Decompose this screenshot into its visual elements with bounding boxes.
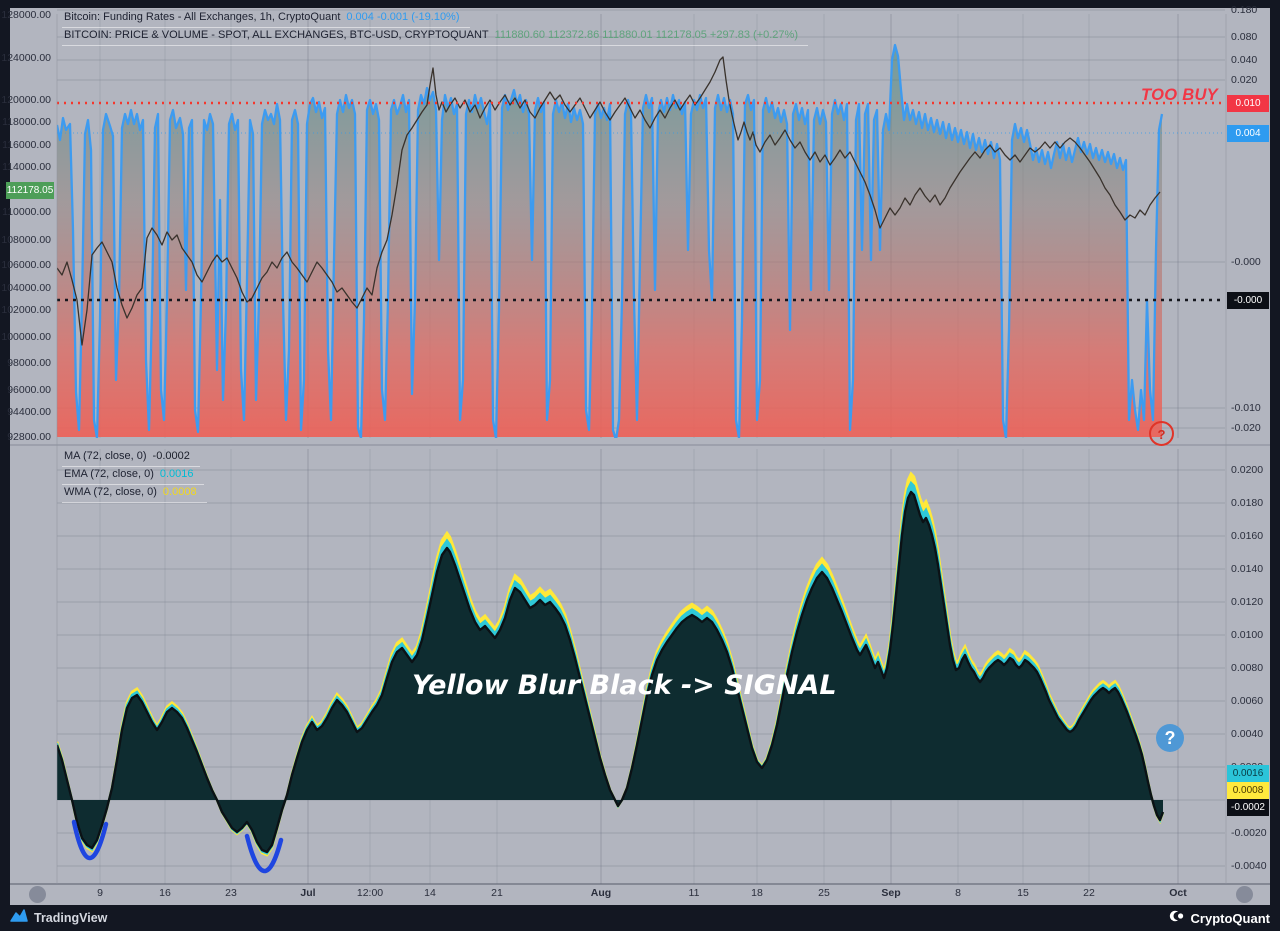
time-axis-label: 16 bbox=[159, 887, 171, 899]
funding-axis-tick: -0.010 bbox=[1231, 402, 1261, 414]
price-axis-tick: 120000.00 bbox=[1, 94, 51, 106]
time-axis-label: 9 bbox=[97, 887, 103, 899]
tradingview-label: TradingView bbox=[34, 911, 108, 925]
funding-axis-tick: 0.040 bbox=[1231, 54, 1258, 66]
top-panel-legend: Bitcoin: Funding Rates - All Exchanges, … bbox=[62, 10, 808, 46]
legend-row-bottom[interactable]: WMA (72, close, 0) 0.0008 bbox=[62, 485, 207, 503]
legend-row-bottom-label: EMA (72, close, 0) bbox=[64, 468, 154, 480]
time-axis-label: 11 bbox=[688, 887, 700, 899]
tradingview-logo-icon bbox=[10, 909, 28, 927]
time-axis-label: 22 bbox=[1083, 887, 1095, 899]
price-axis-tick: 98000.00 bbox=[7, 357, 51, 369]
funding-axis-tick: 0.080 bbox=[1231, 31, 1258, 43]
indicator-axis-tick: 0.0140 bbox=[1231, 563, 1264, 575]
legend-row-top[interactable]: Bitcoin: Funding Rates - All Exchanges, … bbox=[62, 10, 470, 28]
time-axis-label: 21 bbox=[491, 887, 503, 899]
time-axis-label: Sep bbox=[881, 887, 901, 899]
last-price-badge: 112178.05 bbox=[6, 181, 54, 199]
price-axis-tick: 124000.00 bbox=[1, 52, 51, 64]
signal-annotation[interactable]: Yellow Blur Black -> SIGNAL bbox=[412, 670, 837, 701]
price-axis-tick: 104000.00 bbox=[1, 282, 51, 294]
price-axis-tick: 94400.00 bbox=[7, 406, 51, 418]
legend-row-bottom-label: MA (72, close, 0) bbox=[64, 450, 147, 462]
price-axis-tick: 128000.00 bbox=[1, 9, 51, 21]
price-axis-tick: 114000.00 bbox=[2, 161, 51, 173]
indicator-axis-tick: 0.0160 bbox=[1231, 530, 1264, 542]
time-axis-label: 12:00 bbox=[356, 887, 384, 899]
indicator-axis-tick: 0.0200 bbox=[1231, 464, 1264, 476]
funding-axis-tick: 0.180 bbox=[1231, 4, 1258, 16]
axis-value-badge: 0.0008 bbox=[1227, 781, 1269, 799]
cryptoquant-brand[interactable]: CryptoQuant bbox=[1169, 908, 1270, 929]
price-axis-tick: 116000.00 bbox=[2, 139, 51, 151]
legend-row-top-label: Bitcoin: Funding Rates - All Exchanges, … bbox=[64, 11, 341, 23]
legend-row-bottom-value: -0.0002 bbox=[152, 450, 190, 462]
bottom-panel-legend: MA (72, close, 0) -0.0002 EMA (72, close, … bbox=[62, 449, 207, 503]
legend-row-top[interactable]: BITCOIN: PRICE & VOLUME - SPOT, ALL EXCH… bbox=[62, 28, 808, 46]
indicator-axis-tick: -0.0040 bbox=[1231, 860, 1267, 872]
legend-row-top-value: 111880.60 112372.86 111880.01 112178.05 … bbox=[494, 29, 798, 41]
legend-row-bottom-label: WMA (72, close, 0) bbox=[64, 486, 157, 498]
axis-value-badge: -0.0002 bbox=[1227, 798, 1269, 816]
axis-value-badge: 0.010 bbox=[1227, 94, 1269, 112]
help-question-icon[interactable]: ? bbox=[1156, 724, 1184, 752]
indicator-axis-tick: 0.0100 bbox=[1231, 629, 1264, 641]
right-axis-handle bbox=[1236, 886, 1253, 903]
arc-annotation bbox=[71, 819, 109, 861]
indicator-axis-tick: 0.0120 bbox=[1231, 596, 1264, 608]
cryptoquant-label: CryptoQuant bbox=[1190, 910, 1270, 926]
time-axis-label: 23 bbox=[225, 887, 237, 899]
legend-row-bottom-value: 0.0008 bbox=[162, 486, 197, 498]
indicator-axis-tick: 0.0040 bbox=[1231, 728, 1264, 740]
legend-row-bottom[interactable]: MA (72, close, 0) -0.0002 bbox=[62, 449, 200, 467]
legend-row-bottom[interactable]: EMA (72, close, 0) 0.0016 bbox=[62, 467, 204, 485]
price-axis-tick: 100000.00 bbox=[1, 331, 51, 343]
footer-bar: TradingView CryptoQuant bbox=[0, 905, 1280, 931]
moving-average-plot bbox=[57, 471, 1165, 857]
time-axis-label: 25 bbox=[818, 887, 830, 899]
legend-row-top-label: BITCOIN: PRICE & VOLUME - SPOT, ALL EXCH… bbox=[64, 29, 489, 41]
time-axis-label: Aug bbox=[590, 887, 612, 899]
time-axis-label: 8 bbox=[955, 887, 961, 899]
indicator-axis-tick: 0.0080 bbox=[1231, 662, 1264, 674]
axis-value-badge: -0.000 bbox=[1227, 291, 1269, 309]
legend-row-top-value: 0.004 -0.001 (-19.10%) bbox=[346, 11, 460, 23]
price-axis-tick: 110000.00 bbox=[2, 206, 51, 218]
tradingview-brand[interactable]: TradingView bbox=[10, 909, 107, 927]
indicator-axis-tick: 0.0060 bbox=[1231, 695, 1264, 707]
time-axis-label: 15 bbox=[1017, 887, 1029, 899]
price-axis-tick: 108000.00 bbox=[1, 234, 51, 246]
left-axis-handle bbox=[29, 886, 46, 903]
price-axis-tick: 106000.00 bbox=[1, 259, 51, 271]
axis-value-badge: 0.0016 bbox=[1227, 764, 1269, 782]
arc-annotation bbox=[244, 833, 284, 874]
funding-price-plot bbox=[57, 43, 1164, 438]
price-axis-tick: 118000.00 bbox=[2, 116, 51, 128]
funding-axis-tick: -0.020 bbox=[1231, 422, 1261, 434]
time-axis-label: 18 bbox=[751, 887, 763, 899]
price-axis-tick: 92800.00 bbox=[7, 431, 51, 443]
time-axis-label: Oct bbox=[1169, 887, 1187, 899]
too-buy-annotation[interactable]: TOO BUY bbox=[1141, 86, 1218, 104]
indicator-axis-tick: 0.0180 bbox=[1231, 497, 1264, 509]
price-axis-tick: 96000.00 bbox=[7, 384, 51, 396]
time-axis-label: 14 bbox=[424, 887, 436, 899]
price-axis-tick: 102000.00 bbox=[1, 304, 51, 316]
time-axis-label: Jul bbox=[300, 887, 316, 899]
cryptoquant-logo-icon bbox=[1169, 908, 1185, 929]
funding-axis-tick: -0.000 bbox=[1231, 256, 1261, 268]
question-mark-drawing-icon[interactable]: ? bbox=[1149, 421, 1174, 446]
legend-row-bottom-value: 0.0016 bbox=[159, 468, 194, 480]
funding-axis-tick: 0.020 bbox=[1231, 74, 1258, 86]
indicator-axis-tick: -0.0020 bbox=[1231, 827, 1267, 839]
axis-value-badge: 0.004 bbox=[1227, 124, 1269, 142]
